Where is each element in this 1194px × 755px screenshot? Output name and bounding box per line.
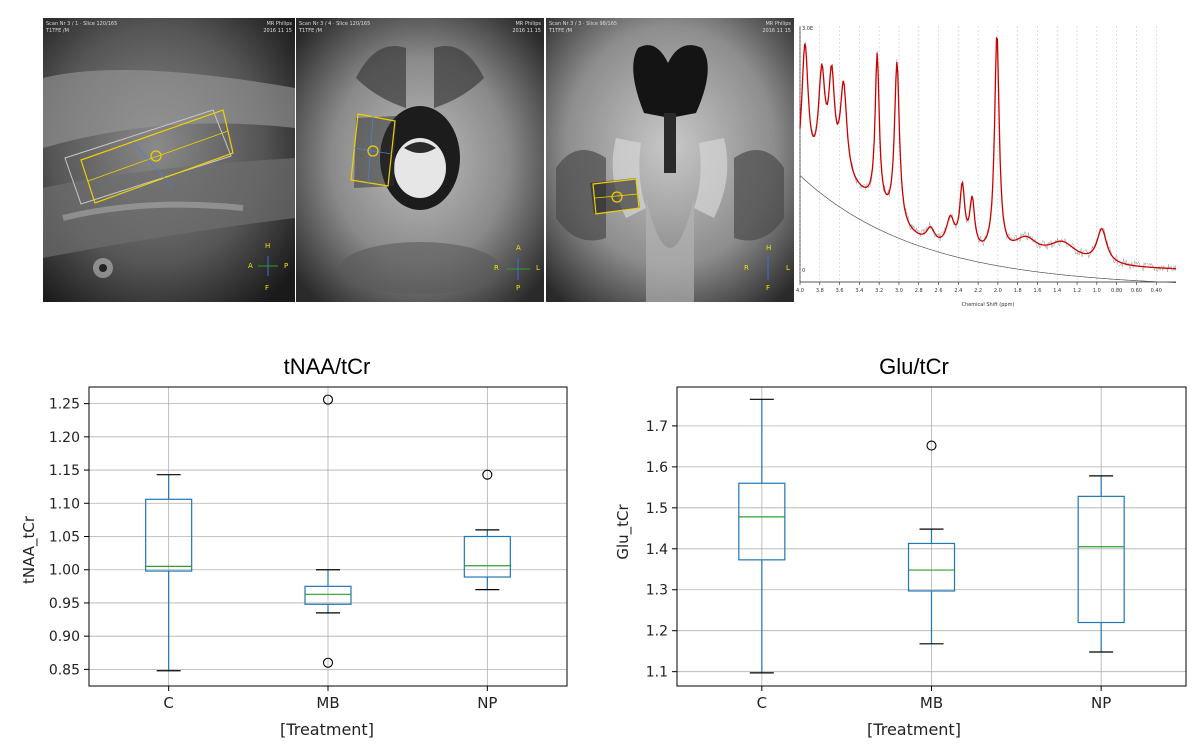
mri-sagittal-panel: Scan Nr 3 / 1 · Slice 120/165 T1TFE /M M… (43, 18, 295, 302)
iqr-box (738, 482, 786, 561)
mrs-spectrum-plot: 3.0E 0 4.0 3.8 3.6 3.4 3.2 3.0 2.8 2.6 2.4 2.2 2.0… (796, 26, 1177, 308)
spectrum-x-tick-label: 1.8 (1014, 288, 1022, 294)
spectrum-x-tick-label: 1.2 (1073, 288, 1081, 294)
x-tick-label: MB (316, 694, 339, 712)
y-tick-label: 1.5 (646, 501, 668, 517)
orient-label: F (766, 284, 771, 292)
y-tick-label: 1.6 (646, 460, 668, 476)
orient-label: P (284, 262, 289, 270)
y-tick-label: 1.15 (49, 463, 80, 479)
y-tick-label: 1.25 (49, 397, 80, 413)
spectrum-x-tick-label: 2.0 (994, 288, 1002, 294)
mri-sagittal-date: 2016 11 15 (263, 28, 292, 34)
orient-label: R (494, 264, 499, 272)
spectrum-x-tick-label: 2.2 (974, 288, 982, 294)
y-tick-label: 1.20 (49, 430, 80, 446)
spectrum-baseline-curve (799, 175, 1176, 283)
mri-sagittal-header-left: Scan Nr 3 / 1 · Slice 120/165 (46, 21, 118, 27)
spectrum-y-tick-label: 0 (802, 268, 805, 274)
iqr-box (145, 498, 193, 572)
y-tick-label: 1.00 (49, 563, 80, 579)
y-tick-label: 1.3 (646, 583, 668, 599)
orient-label: F (265, 284, 270, 292)
x-tick-label: NP (1091, 694, 1111, 712)
spectrum-x-tick-label: 0.60 (1131, 288, 1142, 294)
mri-coronal-header-right: MR Philips (765, 21, 791, 27)
x-tick-label: C (757, 694, 767, 712)
mri-sagittal-seq: T1TFE /M (46, 28, 69, 34)
spectrum-x-tick-label: 1.4 (1053, 288, 1061, 294)
y-axis-label: tNAA_tCr (20, 515, 39, 584)
x-tick-label: NP (477, 694, 497, 712)
spectrum-x-tick-label: 3.2 (875, 288, 883, 294)
x-tick-label: MB (920, 694, 943, 712)
orient-label: P (516, 284, 521, 292)
spectrum-x-tick-label: 0.80 (1111, 288, 1122, 294)
spectrum-x-tick-label: 1.0 (1093, 288, 1101, 294)
y-tick-label: 1.4 (646, 542, 668, 558)
y-tick-label: 1.1 (646, 665, 668, 681)
mrs-spectrum-panel: 3.0E 0 4.0 3.8 3.6 3.4 3.2 3.0 2.8 2.6 2.4 2.2 2.0… (796, 22, 1178, 312)
mri-axial-seq: T1TFE /M (299, 28, 322, 34)
mri-sagittal-image (43, 18, 295, 302)
mri-axial-header-right: MR Philips (515, 21, 541, 27)
spectrum-x-tick-label: 2.4 (954, 288, 962, 294)
spectrum-x-tick-label: 1.6 (1033, 288, 1041, 294)
orient-label: A (516, 244, 521, 252)
spectrum-x-tick-label: 3.6 (836, 288, 844, 294)
iqr-box (304, 585, 352, 605)
mri-axial-header-left: Scan Nr 3 / 4 · Slice 120/165 (299, 21, 371, 27)
mri-coronal-panel: Scan Nr 3 / 3 · Slice 98/165 T1TFE /M MR… (546, 18, 794, 302)
iqr-box (1077, 495, 1125, 624)
mri-sagittal-header-right: MR Philips (266, 21, 292, 27)
spectrum-x-tick-label: 2.6 (935, 288, 943, 294)
chart-title: Glu/tCr (879, 354, 949, 379)
x-tick-label: C (163, 694, 173, 712)
glu-tcr-boxplot: Glu/tCr 1.1 1.2 1.3 1.4 1.5 1.6 1.7 C MB NP [Tre… (614, 354, 1187, 739)
outlier-point (322, 394, 334, 405)
y-tick-label: 0.95 (49, 596, 80, 612)
orient-label: A (248, 262, 253, 270)
spectrum-x-tick-label: 0.40 (1151, 288, 1162, 294)
mri-coronal-image (546, 18, 794, 302)
y-tick-label: 1.2 (646, 624, 668, 640)
orient-label: H (766, 244, 772, 252)
orient-label: L (536, 264, 540, 272)
plot-frame (676, 386, 1187, 687)
y-tick-label: 1.10 (49, 496, 80, 512)
spectrum-y-tick-label: 3.0E (802, 26, 813, 32)
x-axis-label: [Treatment] (867, 720, 961, 739)
mri-coronal-header-left: Scan Nr 3 / 3 · Slice 98/165 (549, 21, 618, 27)
spectrum-x-tick-label: 3.4 (855, 288, 863, 294)
spectrum-x-tick-label: 3.8 (816, 288, 824, 294)
spectrum-raw-data (799, 36, 1177, 273)
orient-label: L (786, 264, 790, 272)
outlier-point (322, 657, 334, 668)
y-tick-label: 0.85 (49, 662, 80, 678)
spectrum-x-tick-label: 4.0 (796, 288, 804, 294)
orient-label: H (265, 242, 271, 250)
orient-label: R (744, 264, 749, 272)
y-axis-label: Glu_tCr (614, 504, 633, 560)
y-tick-label: 1.05 (49, 530, 80, 546)
y-tick-label: 0.90 (49, 629, 80, 645)
iqr-box (463, 535, 511, 578)
iqr-box (907, 542, 956, 592)
spectrum-x-tick-label: 2.8 (915, 288, 923, 294)
mri-axial-date: 2016 11 15 (512, 28, 541, 34)
mri-coronal-seq: T1TFE /M (549, 28, 572, 34)
tnaa-tcr-boxplot: tNAA/tCr 0.85 0.90 0.95 1.00 1.05 1.10 1.15 1.2… (20, 354, 568, 739)
mri-coronal-date: 2016 11 15 (762, 28, 791, 34)
spectrum-x-label: Chemical Shift (ppm) (962, 302, 1015, 308)
outlier-point (926, 440, 937, 451)
chart-title: tNAA/tCr (284, 354, 371, 379)
spectrum-x-tick-label: 3.0 (895, 288, 903, 294)
y-tick-label: 1.7 (646, 419, 668, 435)
mri-axial-panel: Scan Nr 3 / 4 · Slice 120/165 T1TFE /M M… (296, 18, 544, 302)
plot-frame (88, 386, 568, 687)
spectrum-fit-curve (799, 36, 1177, 270)
outlier-point (482, 469, 493, 480)
x-axis-label: [Treatment] (280, 720, 374, 739)
mri-axial-image (296, 18, 544, 302)
